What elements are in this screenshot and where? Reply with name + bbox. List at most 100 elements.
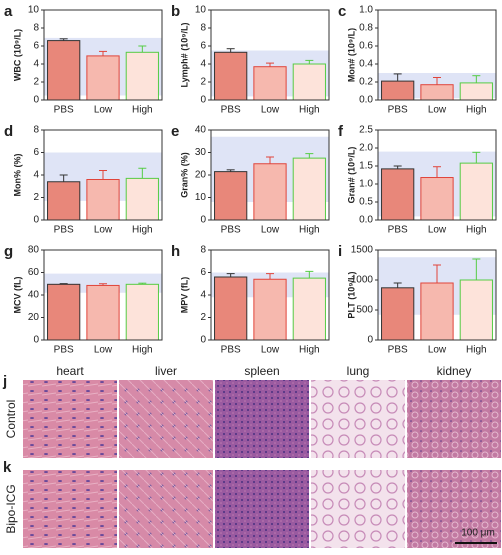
y-tick-label: 10 xyxy=(28,5,40,16)
bar xyxy=(459,162,493,221)
y-tick-label: 2.5 xyxy=(359,125,373,136)
bar xyxy=(381,80,415,101)
column-label: lung xyxy=(347,364,370,378)
y-tick-label: 8 xyxy=(200,245,206,256)
y-tick-label: 8 xyxy=(33,23,39,34)
y-tick-label: 4 xyxy=(33,59,39,70)
bar xyxy=(214,276,248,341)
y-axis-label: Gran# (10⁹/L) xyxy=(346,147,356,204)
y-tick-label: 1000 xyxy=(351,275,374,286)
y-tick-label: 0 xyxy=(200,335,206,346)
bar xyxy=(253,163,287,221)
x-tick-label: High xyxy=(466,225,487,236)
column-label: kidney xyxy=(437,364,472,378)
y-tick-label: 10 xyxy=(195,192,207,203)
histology-image xyxy=(23,380,117,458)
bar xyxy=(86,55,120,101)
y-tick-label: 6 xyxy=(200,41,206,52)
x-tick-label: Low xyxy=(94,225,113,236)
column-label: liver xyxy=(155,364,177,378)
column-label: heart xyxy=(56,364,84,378)
x-tick-label: PBS xyxy=(54,105,74,116)
panel-label: h xyxy=(171,243,180,260)
panel-label: e xyxy=(171,123,179,140)
y-tick-label: 0.0 xyxy=(359,95,373,106)
bar xyxy=(214,171,248,221)
bar xyxy=(86,284,120,341)
bar xyxy=(214,51,248,101)
y-tick-label: 0.2 xyxy=(359,77,373,88)
y-tick-label: 30 xyxy=(195,147,207,158)
y-tick-label: 0 xyxy=(33,95,39,106)
y-tick-label: 0.4 xyxy=(359,59,373,70)
x-tick-label: PBS xyxy=(388,225,408,236)
x-tick-label: Low xyxy=(428,225,447,236)
plot-frame xyxy=(210,9,330,101)
x-tick-label: High xyxy=(132,225,153,236)
bar xyxy=(47,181,81,221)
bar xyxy=(459,279,493,341)
x-tick-label: High xyxy=(299,105,320,116)
y-tick-label: 8 xyxy=(200,23,206,34)
y-tick-label: 40 xyxy=(28,290,40,301)
y-tick-label: 1.0 xyxy=(359,5,373,16)
row-label: Control xyxy=(4,400,18,439)
panel-label: b xyxy=(171,3,180,20)
x-tick-label: Low xyxy=(261,105,280,116)
x-tick-label: Low xyxy=(428,105,447,116)
y-tick-label: 4 xyxy=(33,170,39,181)
panel-label: c xyxy=(338,3,346,20)
histology-image xyxy=(407,470,501,548)
panel-label: g xyxy=(4,243,13,260)
bar xyxy=(381,287,415,341)
bar xyxy=(459,82,493,101)
panel-label: f xyxy=(338,123,344,140)
plot-frame xyxy=(377,249,497,341)
bar xyxy=(86,179,120,221)
y-tick-label: 2 xyxy=(33,192,39,203)
y-tick-label: 4 xyxy=(200,290,206,301)
bar xyxy=(47,40,81,101)
y-tick-label: 20 xyxy=(28,312,40,323)
y-tick-label: 0.6 xyxy=(359,41,373,52)
y-tick-label: 2 xyxy=(33,77,39,88)
y-tick-label: 0.8 xyxy=(359,23,373,34)
y-tick-label: 0 xyxy=(33,335,39,346)
x-tick-label: High xyxy=(466,345,487,356)
y-tick-label: 1500 xyxy=(351,245,374,256)
panel-label: a xyxy=(4,3,13,20)
y-tick-label: 10 xyxy=(195,5,207,16)
x-tick-label: Low xyxy=(428,345,447,356)
bar xyxy=(292,63,326,101)
bar xyxy=(47,283,81,341)
plot-frame xyxy=(210,249,330,341)
plot-frame xyxy=(210,129,330,221)
x-tick-label: PBS xyxy=(221,345,241,356)
y-tick-label: 2 xyxy=(200,312,206,323)
y-tick-label: 500 xyxy=(356,305,373,316)
x-tick-label: PBS xyxy=(388,345,408,356)
scale-bar-label: 100 μm xyxy=(461,528,495,539)
bar xyxy=(125,283,159,341)
y-tick-label: 0 xyxy=(200,95,206,106)
y-tick-label: 2.0 xyxy=(359,143,373,154)
x-tick-label: Low xyxy=(261,345,280,356)
y-tick-label: 1.0 xyxy=(359,179,373,190)
y-tick-label: 6 xyxy=(200,267,206,278)
x-tick-label: Low xyxy=(94,345,113,356)
y-tick-label: 1.5 xyxy=(359,161,373,172)
y-tick-label: 0 xyxy=(33,215,39,226)
y-tick-label: 80 xyxy=(28,245,40,256)
y-tick-label: 0.0 xyxy=(359,215,373,226)
y-axis-label: Mon# (10⁹/L) xyxy=(346,28,356,82)
x-tick-label: PBS xyxy=(388,105,408,116)
plot-frame xyxy=(377,129,497,221)
histology-image xyxy=(215,470,309,548)
bar xyxy=(125,177,159,221)
y-axis-label: Lymph# (10⁹/L) xyxy=(179,23,189,88)
histology-image xyxy=(215,380,309,458)
x-tick-label: High xyxy=(132,105,153,116)
plot-frame xyxy=(43,249,163,341)
y-tick-label: 4 xyxy=(200,59,206,70)
